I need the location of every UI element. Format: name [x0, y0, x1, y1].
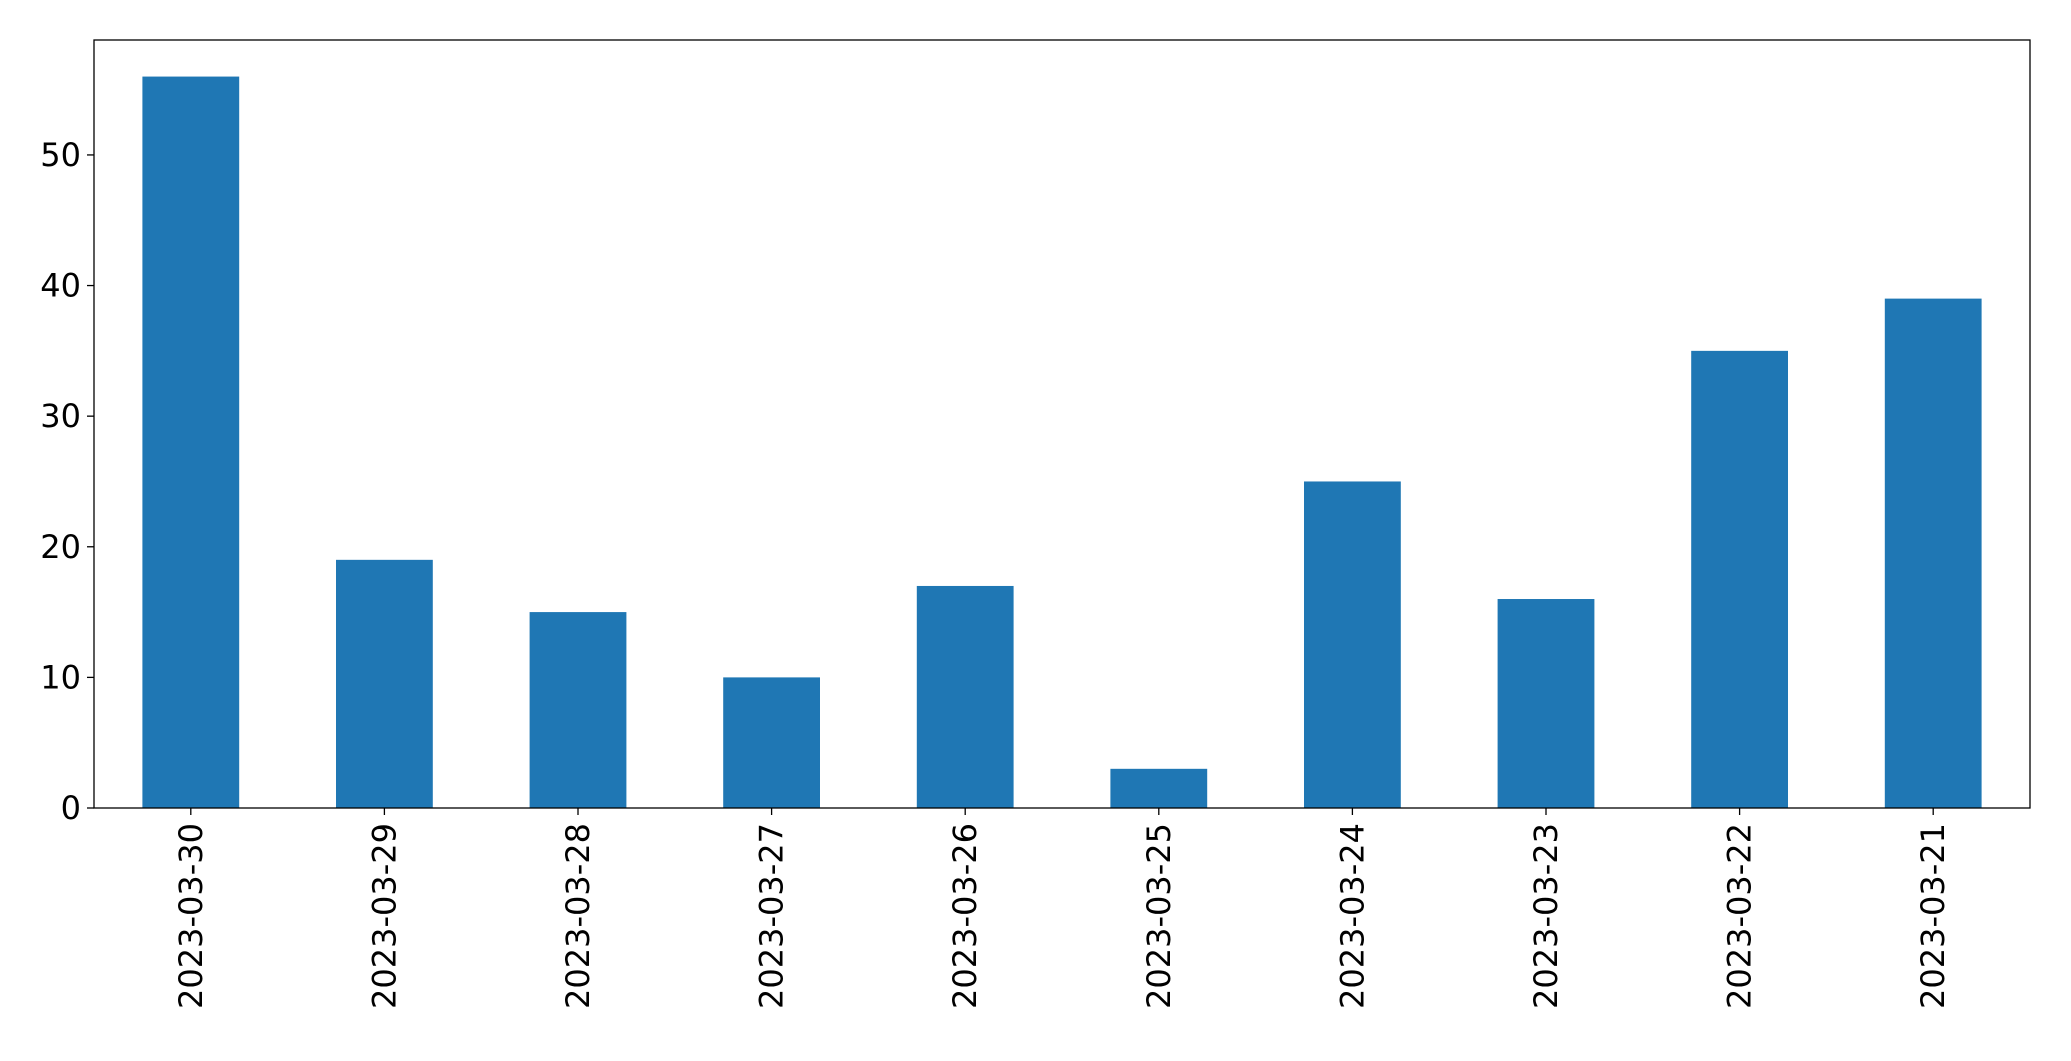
bar	[1884, 298, 1982, 808]
x-tick-label: 2023-03-30	[172, 823, 210, 1009]
y-tick-label: 0	[61, 789, 81, 827]
bar	[1110, 768, 1208, 808]
y-tick-label: 30	[40, 397, 81, 435]
y-tick-label: 40	[40, 267, 81, 305]
plot-frame	[93, 39, 2031, 809]
y-tick-label: 10	[40, 658, 81, 696]
x-tick-label: 2023-03-22	[1721, 823, 1759, 1009]
x-tick-label: 2023-03-28	[559, 823, 597, 1009]
x-tick-label: 2023-03-27	[753, 823, 791, 1009]
bar	[1691, 350, 1788, 808]
bar	[336, 559, 433, 808]
y-tick-label: 50	[40, 136, 81, 174]
bar	[529, 612, 627, 808]
x-tick-label: 2023-03-23	[1527, 823, 1565, 1009]
y-tick-label: 20	[40, 528, 81, 566]
x-tick-label: 2023-03-29	[365, 823, 403, 1009]
bar	[723, 677, 820, 808]
x-tick-label: 2023-03-21	[1914, 823, 1952, 1009]
bar	[916, 585, 1014, 808]
bar	[1497, 599, 1595, 808]
bar	[142, 76, 240, 809]
x-tick-label: 2023-03-26	[946, 823, 984, 1009]
bar	[1304, 481, 1401, 808]
x-tick-label: 2023-03-24	[1333, 823, 1371, 1009]
x-tick-label: 2023-03-25	[1140, 823, 1178, 1009]
